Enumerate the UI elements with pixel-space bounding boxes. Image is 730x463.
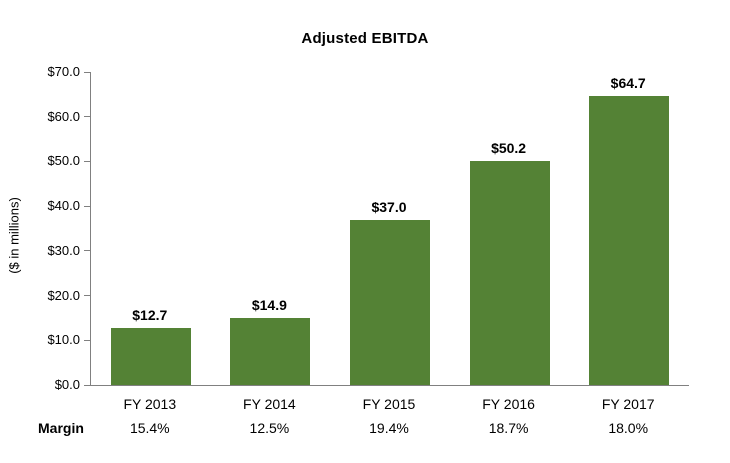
y-tick-label: $0.0 <box>54 377 80 392</box>
x-category-label-fy-2013: FY 2013 <box>123 396 177 412</box>
y-tick-label: $10.0 <box>47 332 80 348</box>
y-tick-mark <box>84 295 90 297</box>
y-tick-mark <box>84 116 90 118</box>
x-category-label-fy-2014: FY 2014 <box>243 396 296 412</box>
chart-title: Adjusted EBITDA <box>301 30 429 47</box>
bar-fy-2017 <box>589 95 670 385</box>
y-tick-label: $20.0 <box>47 287 80 303</box>
y-tick-mark <box>84 160 90 162</box>
margin-value-fy-2013: 15.4% <box>129 420 170 436</box>
bar-value-label-fy-2014: $14.9 <box>251 297 287 314</box>
y-tick-mark <box>84 205 90 207</box>
y-tick-mark <box>84 71 90 73</box>
plot-area <box>84 71 689 386</box>
bar-value-label-fy-2016: $50.2 <box>491 139 527 156</box>
bar-fy-2015 <box>350 219 430 385</box>
bar-fy-2014 <box>230 318 311 385</box>
y-tick-label: $60.0 <box>47 108 80 124</box>
y-tick-label: $70.0 <box>47 64 80 79</box>
x-category-label-fy-2015: FY 2015 <box>362 396 416 412</box>
bar-value-label-fy-2015: $37.0 <box>371 198 407 215</box>
bar-value-label-fy-2013: $12.7 <box>132 307 168 324</box>
bar-fy-2016 <box>469 160 550 385</box>
x-category-label-fy-2016: FY 2016 <box>482 396 535 412</box>
margin-value-fy-2014: 12.5% <box>249 420 290 436</box>
margin-row-label: Margin <box>38 420 84 436</box>
y-tick-mark <box>84 339 90 341</box>
margin-value-fy-2015: 19.4% <box>369 420 409 436</box>
bar-value-label-fy-2017: $64.7 <box>610 74 646 91</box>
y-tick-mark <box>84 384 90 386</box>
y-tick-label: $30.0 <box>47 242 80 258</box>
y-tick-label: $50.0 <box>47 153 80 169</box>
margin-value-fy-2016: 18.7% <box>488 420 529 436</box>
y-tick-label: $40.0 <box>47 198 80 214</box>
bar-fy-2013 <box>110 328 191 385</box>
margin-value-fy-2017: 18.0% <box>608 420 649 436</box>
y-tick-mark <box>84 250 90 252</box>
x-category-label-fy-2017: FY 2017 <box>601 396 655 412</box>
